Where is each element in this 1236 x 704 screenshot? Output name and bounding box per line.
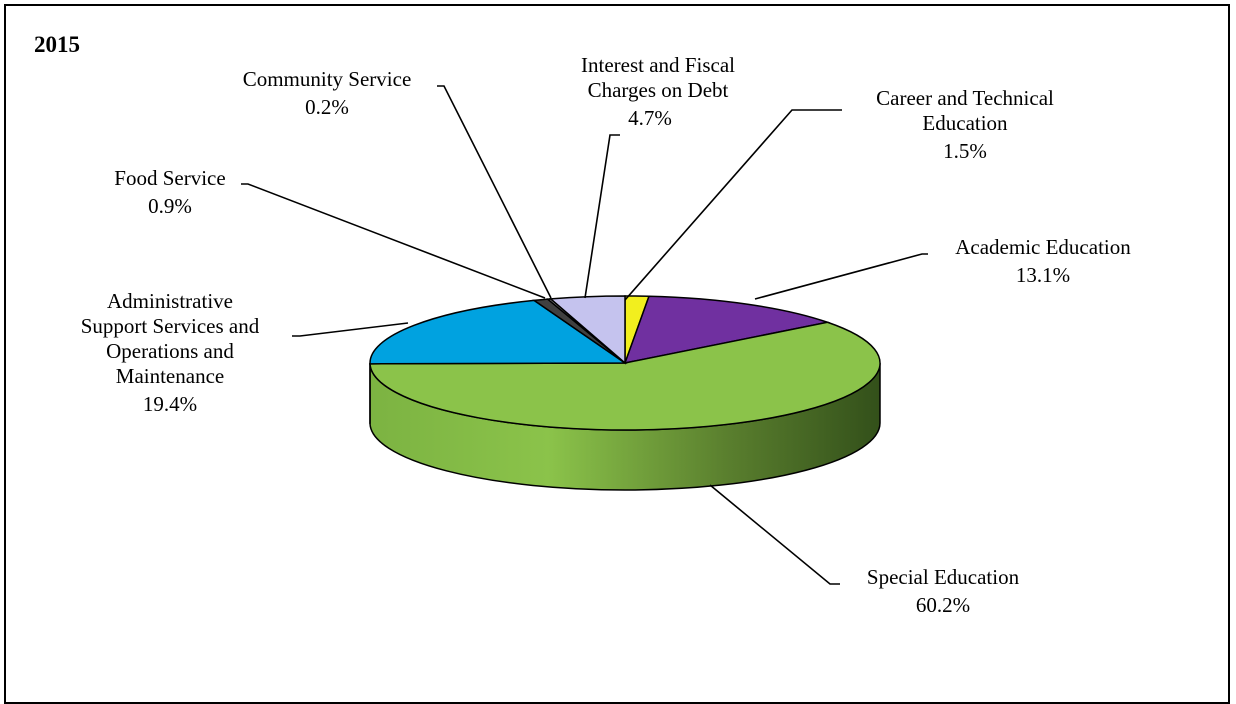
pie-slices [370,296,880,430]
leader-line-community [437,86,551,298]
slice-label-admin: Support Services and [81,314,260,338]
slice-label-admin: Administrative [107,289,233,313]
slice-value-food: 0.9% [148,194,192,218]
slice-label-interest: Interest and Fiscal [581,53,735,77]
slice-label-admin: Maintenance [116,364,224,388]
leader-line-academic [755,254,928,299]
slice-label-career: Education [922,111,1008,135]
slice-label-community: Community Service [243,67,412,91]
leader-line-interest [585,135,620,298]
slice-value-career: 1.5% [943,139,987,163]
slice-value-interest: 4.7% [628,106,672,130]
slice-label-academic: Academic Education [955,235,1131,259]
leader-line-food [241,184,545,298]
leader-line-career [625,110,842,300]
slice-value-special: 60.2% [916,593,970,617]
slice-label-special: Special Education [867,565,1020,589]
slice-label-admin: Operations and [106,339,234,363]
slice-label-career: Career and Technical [876,86,1054,110]
slice-label-food: Food Service [114,166,225,190]
slice-value-academic: 13.1% [1016,263,1070,287]
leader-line-admin [292,323,408,336]
slice-value-admin: 19.4% [143,392,197,416]
chart-title: 2015 [34,32,80,57]
slice-value-community: 0.2% [305,95,349,119]
leader-line-special [710,485,840,584]
slice-label-interest: Charges on Debt [588,78,729,102]
